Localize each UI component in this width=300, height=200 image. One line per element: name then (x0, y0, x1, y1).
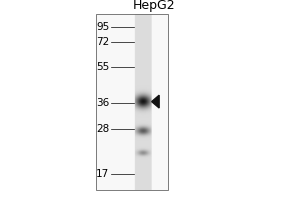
Bar (96, 14, 168, 190)
Text: 36: 36 (96, 98, 110, 108)
Text: 72: 72 (96, 37, 110, 47)
Text: 95: 95 (96, 22, 110, 32)
Text: HepG2: HepG2 (133, 0, 176, 12)
Text: 17: 17 (96, 169, 110, 179)
Text: 55: 55 (96, 62, 110, 72)
Polygon shape (152, 95, 159, 108)
Text: 28: 28 (96, 124, 110, 134)
